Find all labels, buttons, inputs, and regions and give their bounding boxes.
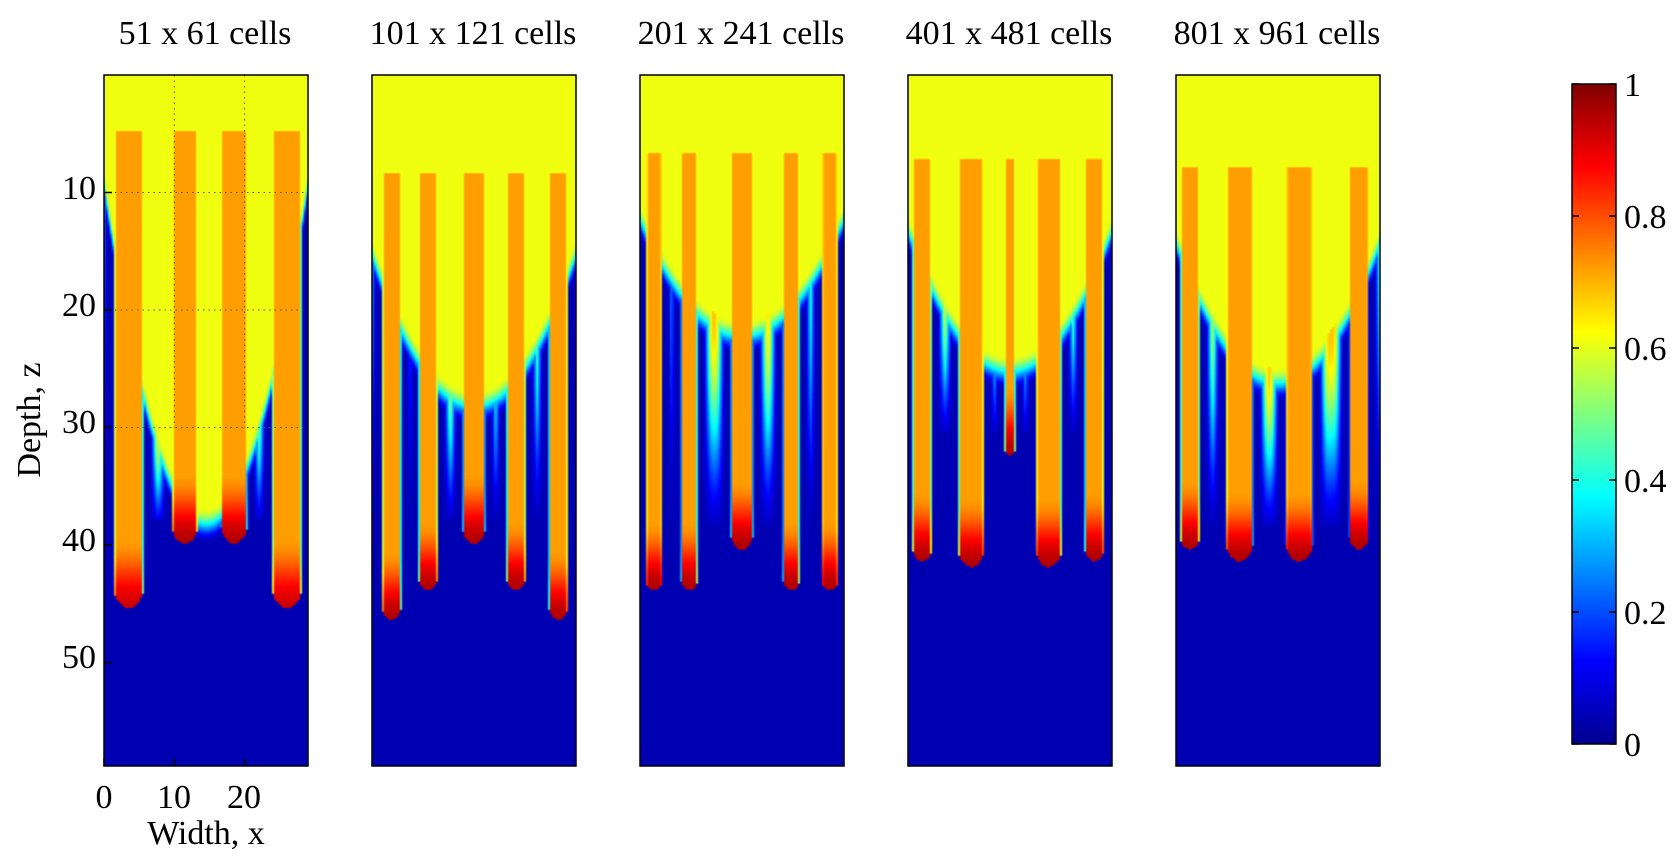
panel-frame-5 bbox=[1175, 74, 1381, 767]
heatmap-image-3 bbox=[640, 75, 844, 766]
panel-title-5: 801 x 961 cells bbox=[1174, 15, 1381, 52]
heatmap-panel-1 bbox=[103, 74, 309, 767]
colorbar-label-0.8: 0.8 bbox=[1624, 199, 1667, 236]
heatmap-image-4 bbox=[908, 75, 1112, 766]
colorbar-label-0.4: 0.4 bbox=[1624, 463, 1667, 500]
panel-frame-1 bbox=[103, 74, 309, 767]
grid-lines bbox=[104, 75, 308, 428]
colorbar-label-1: 1 bbox=[1624, 67, 1641, 104]
panel-title-2: 101 x 121 cells bbox=[370, 15, 577, 52]
y-tick-label-10: 10 bbox=[62, 170, 96, 207]
panel-title-4: 401 x 481 cells bbox=[906, 15, 1113, 52]
x-tick-label-10: 10 bbox=[157, 779, 191, 816]
panel-title-1: 51 x 61 cells bbox=[119, 15, 292, 52]
heatmap-panel-5 bbox=[1175, 74, 1381, 767]
panel-frame-3 bbox=[639, 74, 845, 767]
x-tick-label-0: 0 bbox=[96, 779, 113, 816]
panel-title-3: 201 x 241 cells bbox=[638, 15, 845, 52]
y-axis-label: Depth, z bbox=[11, 362, 48, 477]
colorbar-ticks bbox=[1572, 83, 1616, 745]
colorbar-label-0: 0 bbox=[1624, 727, 1641, 764]
panel-frame-4 bbox=[907, 74, 1113, 767]
colorbar-label-0.6: 0.6 bbox=[1624, 331, 1667, 368]
heatmap-image-1 bbox=[104, 75, 308, 766]
panel-frame-2 bbox=[371, 74, 577, 767]
heatmap-image-5 bbox=[1176, 75, 1380, 766]
colorbar-gradient bbox=[1571, 83, 1617, 745]
heatmap-image-2 bbox=[372, 75, 576, 766]
colorbar-label-0.2: 0.2 bbox=[1624, 595, 1667, 632]
y-tick-label-20: 20 bbox=[62, 287, 96, 324]
heatmap-panel-4 bbox=[907, 74, 1113, 767]
y-tick-label-40: 40 bbox=[62, 522, 96, 559]
x-tick-label-20: 20 bbox=[227, 779, 261, 816]
y-tick-label-30: 30 bbox=[62, 404, 96, 441]
colorbar: 0 0.2 0.4 0.6 0.8 1 bbox=[1571, 67, 1667, 764]
heatmap-panel-3 bbox=[639, 74, 845, 767]
axis-ticks bbox=[103, 191, 246, 766]
y-tick-label-50: 50 bbox=[62, 639, 96, 676]
heatmap-panel-2 bbox=[371, 74, 577, 767]
x-axis-label: Width, x bbox=[147, 815, 265, 852]
